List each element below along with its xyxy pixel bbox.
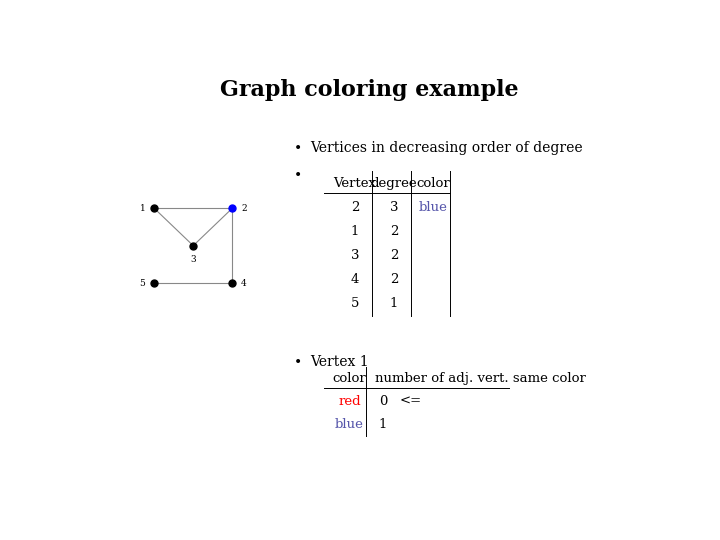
Text: 2: 2 — [390, 273, 398, 286]
Text: 1: 1 — [140, 204, 145, 213]
Text: 5: 5 — [140, 279, 145, 288]
Text: 1: 1 — [379, 418, 387, 431]
Text: Graph coloring example: Graph coloring example — [220, 79, 518, 102]
Text: 3: 3 — [190, 255, 196, 264]
Text: 3: 3 — [351, 249, 359, 262]
Text: 3: 3 — [390, 201, 398, 214]
Text: Vertex: Vertex — [333, 177, 377, 190]
Text: color: color — [333, 372, 366, 385]
Text: number of adj. vert. same color: number of adj. vert. same color — [374, 372, 585, 385]
Text: degree: degree — [371, 177, 418, 190]
Text: •: • — [294, 141, 302, 155]
Text: 2: 2 — [241, 204, 247, 213]
Text: Vertices in decreasing order of degree: Vertices in decreasing order of degree — [310, 141, 583, 155]
Text: blue: blue — [335, 418, 364, 431]
Text: 4: 4 — [351, 273, 359, 286]
Text: 2: 2 — [351, 201, 359, 214]
Text: blue: blue — [419, 201, 448, 214]
Text: 2: 2 — [390, 225, 398, 238]
Text: 4: 4 — [241, 279, 247, 288]
Text: 5: 5 — [351, 298, 359, 310]
Text: <=: <= — [400, 395, 422, 408]
Text: 2: 2 — [390, 249, 398, 262]
Text: •: • — [294, 168, 302, 182]
Text: red: red — [338, 395, 361, 408]
Text: Vertex 1: Vertex 1 — [310, 355, 369, 369]
Text: •: • — [294, 355, 302, 369]
Text: 1: 1 — [390, 298, 398, 310]
Text: 1: 1 — [351, 225, 359, 238]
Text: color: color — [416, 177, 450, 190]
Text: 0: 0 — [379, 395, 387, 408]
